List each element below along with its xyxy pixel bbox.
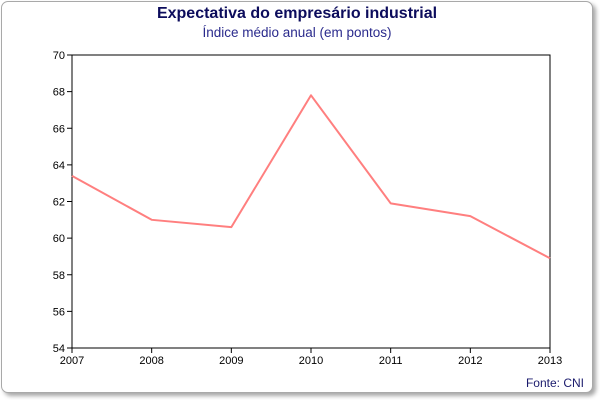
data-point [151,219,153,221]
data-point [71,175,73,177]
series-line [71,94,551,260]
x-tick-label: 2009 [219,355,243,367]
y-tick-label: 64 [53,160,65,172]
y-tick-label: 54 [53,343,65,355]
data-point [469,215,471,217]
x-tick-label: 2007 [60,355,84,367]
data-point [549,257,551,259]
x-tick-label: 2011 [379,355,403,367]
y-axis: 54 56 58 60 62 64 66 68 70 [53,50,72,355]
y-tick-label: 70 [53,50,65,62]
x-tick-label: 2010 [299,355,323,367]
data-point [390,202,392,204]
x-tick-label: 2013 [538,355,562,367]
data-point [230,226,232,228]
y-tick-label: 56 [53,306,65,318]
chart-subtitle: Índice médio anual (em pontos) [202,25,392,40]
source-note: Fonte: CNI [525,376,584,390]
chart-card [1,1,593,393]
y-tick-label: 58 [53,270,65,282]
series-group [71,94,551,260]
y-tick-label: 66 [53,123,65,135]
y-tick-label: 62 [53,197,65,209]
plot-frame [71,54,551,349]
y-tick-label: 60 [53,233,65,245]
x-tick-label: 2008 [139,355,163,367]
y-tick-label: 68 [53,87,65,99]
data-point [310,94,312,96]
x-axis: 2007 2008 2009 2010 2011 2012 2013 [60,348,562,367]
chart-title: Expectativa do empresário industrial [156,5,438,22]
x-tick-label: 2012 [458,355,482,367]
